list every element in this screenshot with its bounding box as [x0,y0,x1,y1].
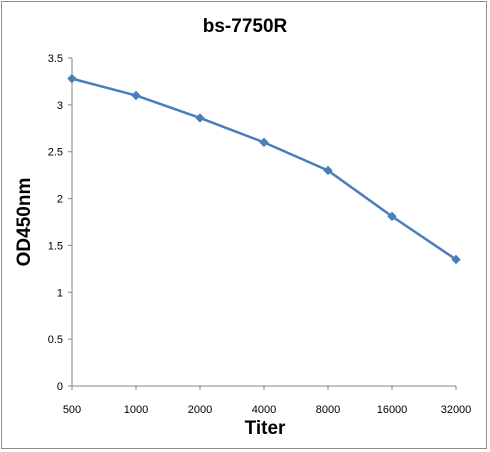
y-axis-title: OD450nm [14,178,35,267]
x-axis-title: Titer [245,418,286,439]
data-point [323,165,333,176]
y-tick-label: 1.5 [48,240,63,252]
data-point [67,73,77,84]
tick-labels: 0 0.5 1 1.5 2 2.5 3 3.5 500 1000 2000 4000 8000 16000… [48,53,472,416]
data-point [451,254,461,265]
y-tick-label: 2 [57,194,63,206]
x-tick-label: 32000 [441,404,472,416]
y-tick-label: 1 [57,287,63,299]
y-tick-label: 3.5 [48,53,63,65]
x-tick-label: 8000 [316,404,340,416]
data-point [259,137,269,148]
y-tick-label: 0.5 [48,334,63,346]
series [67,73,461,265]
y-tick-label: 3 [57,100,63,112]
data-point [387,211,397,222]
y-tick-label: 2.5 [48,147,63,159]
axes [68,57,457,390]
data-point [131,90,141,101]
series-line [71,77,457,261]
x-tick-label: 500 [63,404,81,416]
x-tick-label: 4000 [252,404,276,416]
x-tick-label: 2000 [188,404,212,416]
x-tick-label: 16000 [377,404,408,416]
chart-title: bs-7750R [203,16,288,37]
x-tick-label: 1000 [124,404,148,416]
data-point [195,113,205,123]
y-tick-label: 0 [57,381,63,393]
